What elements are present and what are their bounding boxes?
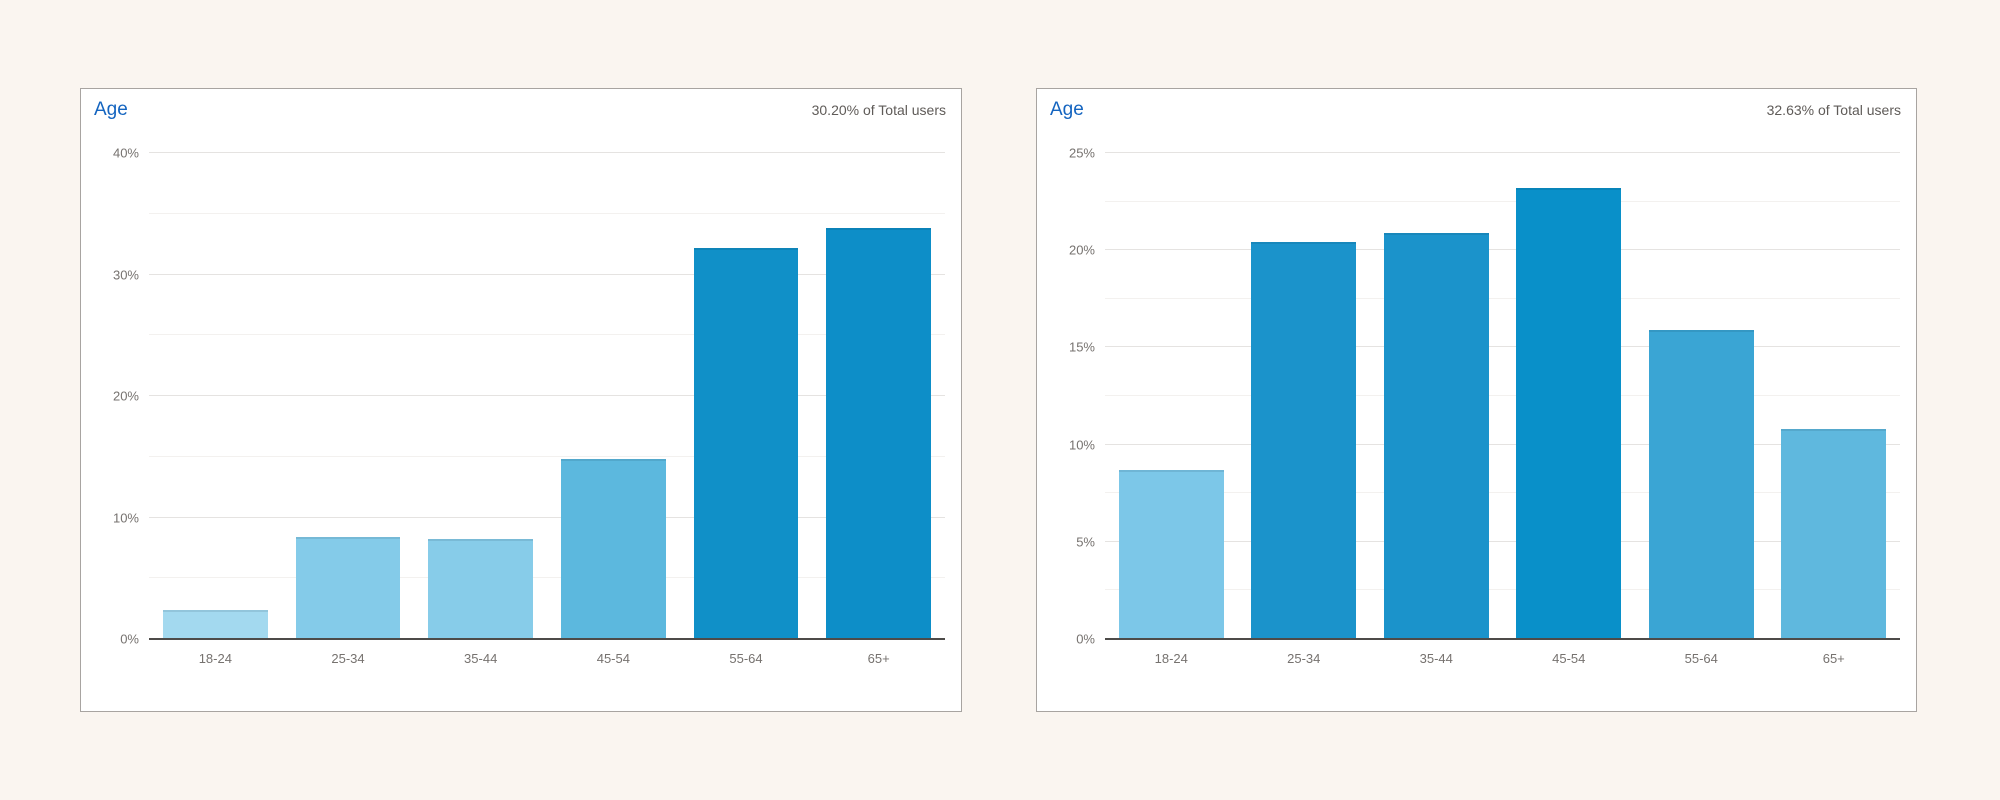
y-axis-tick-label: 5% [1076, 534, 1095, 550]
gridline-major [1105, 346, 1900, 348]
bar-band [1635, 153, 1768, 639]
gridline-major [149, 152, 945, 153]
percent-of-total-users-note: 30.20% of Total users [811, 102, 946, 118]
bar-45-54[interactable] [560, 459, 666, 639]
gridline-minor [1105, 492, 1900, 494]
bar-18-24[interactable] [1118, 469, 1224, 639]
bar-25-34[interactable] [295, 536, 401, 639]
gridline-minor [1105, 395, 1900, 396]
x-axis-baseline [1105, 638, 1900, 640]
bar-18-24[interactable] [162, 609, 268, 639]
gridline-major [1105, 443, 1900, 445]
bar-band [282, 153, 415, 639]
bar-band [547, 153, 680, 639]
age-chart-card-left: Age 30.20% of Total users 0% 10% 20% 30% 40%… [80, 88, 962, 712]
x-axis-label: 35-44 [1419, 651, 1453, 666]
bar-band [414, 153, 547, 639]
gridline-major [1105, 249, 1900, 251]
y-axis-tick-label: 20% [112, 388, 139, 404]
y-axis-tick-label: 20% [1068, 242, 1095, 258]
x-axis-label: 65+ [867, 651, 890, 666]
age-bar-chart: 0% 5% 10% 15% 20% 25% 18-24 25-34 35-44 45-54 55-6… [1037, 89, 1916, 711]
bar-band [1768, 153, 1901, 639]
gridline-minor [1105, 200, 1900, 202]
x-axis-label: 18-24 [198, 651, 232, 666]
bar-band [680, 153, 813, 639]
gridline-major [149, 516, 945, 518]
bar-band [1370, 153, 1503, 639]
bar-band [149, 153, 282, 639]
age-chart-card-right: Age 32.63% of Total users 0% 5% 10% 15% 20% 2… [1036, 88, 1917, 712]
gridline-major [1105, 540, 1900, 542]
gridline-major [1105, 152, 1900, 153]
x-axis-label: 18-24 [1154, 651, 1188, 666]
bar-25-34[interactable] [1251, 242, 1357, 639]
gridline-minor [1105, 297, 1900, 299]
x-axis-label: 55-64 [729, 651, 763, 666]
bar-35-44[interactable] [1383, 232, 1489, 639]
gridline-minor [149, 577, 945, 579]
y-axis-tick-label: 25% [1068, 145, 1095, 161]
gridline-minor [149, 334, 945, 336]
bars-group [149, 153, 945, 639]
x-axis-labels: 18-24 25-34 35-44 45-54 55-64 65+ [1105, 651, 1900, 666]
plot-area: 0% 5% 10% 15% 20% 25% 18-24 25-34 35-44 45-54 55-6… [1069, 146, 1900, 666]
y-axis-tick-label: 40% [112, 145, 139, 161]
y-axis-tick-label: 15% [1068, 339, 1095, 355]
bar-band [1238, 153, 1371, 639]
gridline-minor [1105, 589, 1900, 591]
chart-title[interactable]: Age [1050, 99, 1084, 120]
y-axis-tick-label: 10% [1068, 437, 1095, 453]
bar-55-64[interactable] [693, 247, 799, 639]
gridline-major [149, 273, 945, 275]
bar-band [1503, 153, 1636, 639]
bars-group [1105, 153, 1900, 639]
x-axis-baseline [149, 638, 945, 640]
bar-65+[interactable] [1781, 429, 1887, 639]
bar-45-54[interactable] [1516, 188, 1622, 639]
y-axis-tick-label: 0% [1076, 631, 1095, 647]
x-axis-labels: 18-24 25-34 35-44 45-54 55-64 65+ [149, 651, 945, 666]
bar-band [1105, 153, 1238, 639]
x-axis-label: 65+ [1822, 651, 1845, 666]
x-axis-label: 45-54 [1552, 651, 1586, 666]
x-axis-label: 25-34 [331, 651, 365, 666]
age-bar-chart: 0% 10% 20% 30% 40% 18-24 25-34 35-44 45-54 55-64 6… [81, 89, 961, 711]
x-axis-label: 35-44 [464, 651, 498, 666]
x-axis-label: 25-34 [1287, 651, 1321, 666]
gridline-major [149, 395, 945, 396]
gridline-minor [149, 212, 945, 214]
percent-of-total-users-note: 32.63% of Total users [1766, 102, 1901, 118]
plot-area: 0% 10% 20% 30% 40% 18-24 25-34 35-44 45-54 55-64 6… [113, 146, 945, 666]
y-axis-tick-label: 10% [112, 510, 139, 525]
bar-65+[interactable] [826, 228, 932, 639]
chart-title[interactable]: Age [94, 99, 128, 120]
x-axis-label: 55-64 [1684, 651, 1718, 666]
y-axis-tick-label: 30% [112, 267, 139, 282]
x-axis-label: 45-54 [596, 651, 630, 666]
gridline-minor [149, 455, 945, 457]
bar-band [812, 153, 945, 639]
bar-35-44[interactable] [428, 539, 534, 639]
bar-55-64[interactable] [1648, 329, 1754, 639]
y-axis-tick-label: 0% [120, 631, 139, 647]
